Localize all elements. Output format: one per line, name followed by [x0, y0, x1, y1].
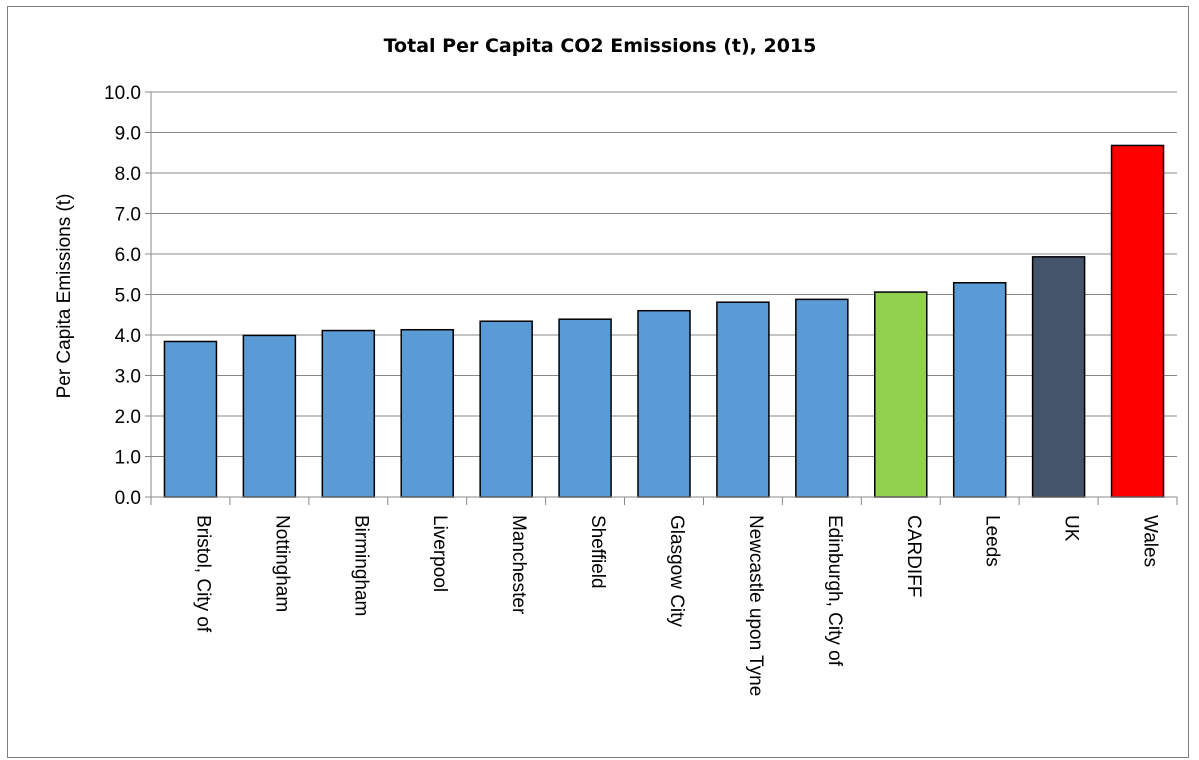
bar-bristol-city-of: [163, 340, 218, 498]
x-tick-label: Wales: [1140, 515, 1161, 567]
x-tick-label: CARDIFF: [903, 515, 924, 597]
y-tick-label: 5.0: [115, 286, 141, 307]
y-tick-labels: 0.0 1.0 2.0 3.0 4.0 5.0 6.0 7.0 8.0 9.0 10.0: [104, 83, 141, 509]
y-tick-label: 0.0: [115, 488, 141, 509]
y-axis-label: Per Capita Emissions (t): [54, 194, 75, 399]
y-tick-label: 8.0: [115, 164, 141, 185]
bar-edinburgh-city-of: [795, 298, 849, 498]
x-tick-labels: Bristol, City of Nottingham Birmingham Live…: [192, 515, 1160, 696]
x-tick-label: Nottingham: [271, 515, 292, 612]
chart-title: Total Per Capita CO2 Emissions (t), 2015: [384, 35, 817, 57]
bar-birmingham: [321, 329, 376, 498]
bar-wales: [1110, 144, 1165, 498]
y-tick-label: 6.0: [115, 245, 141, 266]
bar-newcastle-upon-tyne: [716, 301, 770, 498]
y-tick-label: 4.0: [115, 326, 141, 347]
x-tick-label: Leeds: [982, 515, 1003, 567]
bar-manchester: [479, 320, 533, 498]
y-tick-label: 10.0: [104, 83, 141, 104]
x-tick-label: UK: [1061, 515, 1082, 542]
bar-sheffield: [558, 318, 612, 498]
bar-cardiff: [874, 291, 928, 498]
x-tick-label: Sheffield: [587, 515, 608, 589]
x-tick-label: Birmingham: [350, 515, 371, 616]
y-tick-label: 9.0: [115, 124, 141, 145]
bar-nottingham: [242, 334, 297, 498]
x-tick-label: Edinburgh, City of: [824, 515, 845, 667]
x-tick-label: Glasgow City: [666, 515, 687, 627]
y-tick-label: 2.0: [115, 407, 141, 428]
y-tick-label: 7.0: [115, 205, 141, 226]
bar-uk: [1031, 256, 1086, 498]
x-tick-label: Liverpool: [429, 515, 450, 592]
x-tick-label: Newcastle upon Tyne: [745, 515, 766, 696]
bar-liverpool: [400, 328, 454, 498]
x-tick-label: Manchester: [508, 515, 529, 615]
axes: [150, 92, 1178, 505]
bars: [163, 144, 1165, 498]
y-tick-label: 3.0: [115, 367, 141, 388]
y-tick-label: 1.0: [115, 448, 141, 469]
x-tick-label: Bristol, City of: [192, 515, 213, 633]
bar-glasgow-city: [637, 309, 691, 498]
bar-leeds: [952, 282, 1007, 498]
